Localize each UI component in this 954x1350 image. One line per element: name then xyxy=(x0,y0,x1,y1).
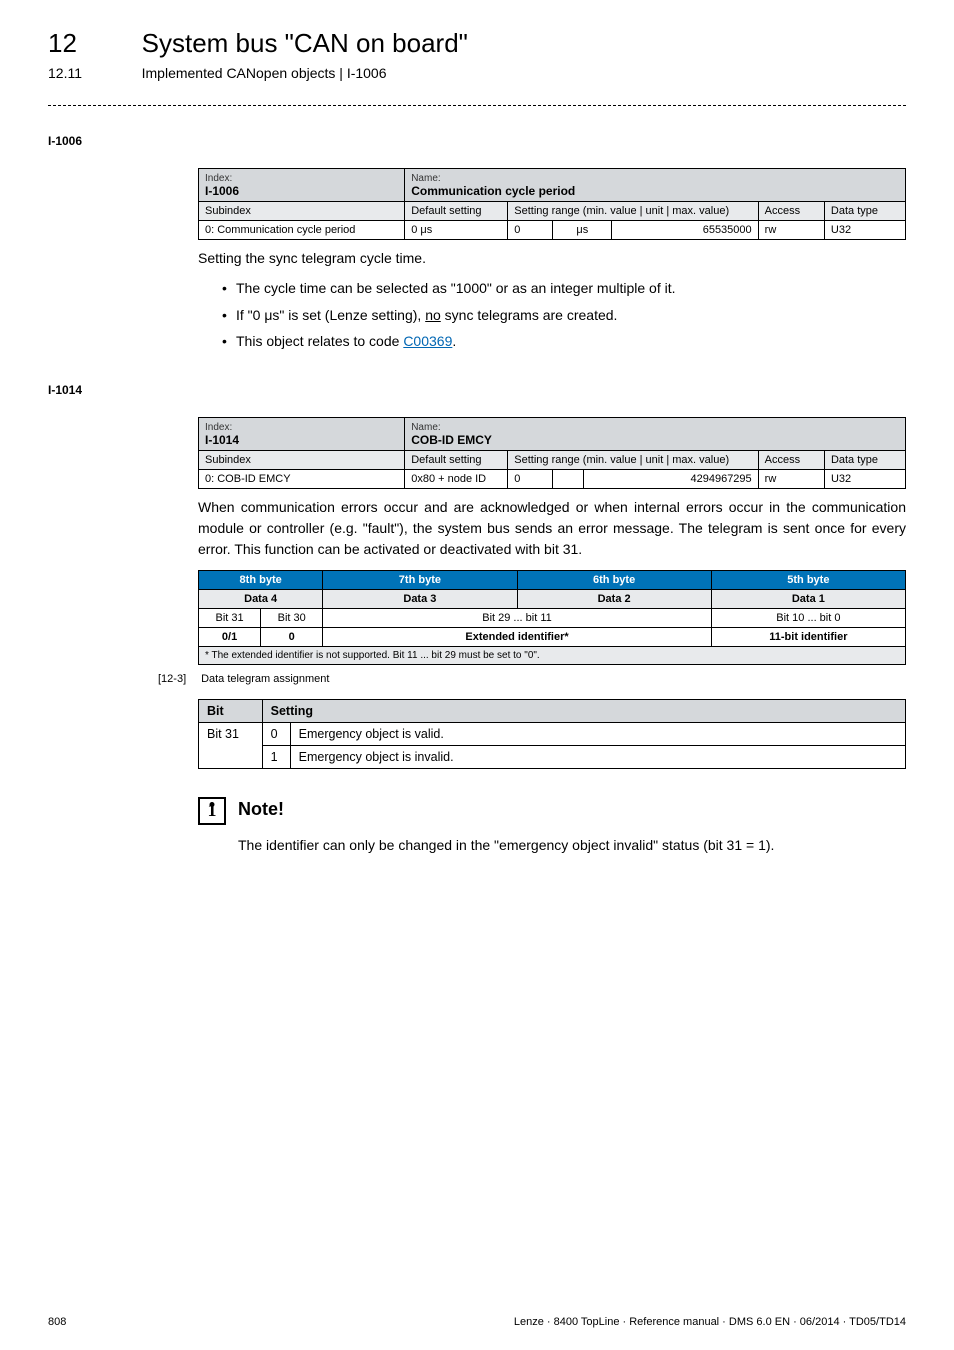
section-title: Implemented CANopen objects | I-1006 xyxy=(142,65,387,81)
col-access: Access xyxy=(758,450,824,469)
hdr-5th-byte: 5th byte xyxy=(711,570,905,589)
object-table-i1006: Index: I-1006 Name: Communication cycle … xyxy=(198,168,906,240)
cell-subindex: 0: COB-ID EMCY xyxy=(199,469,405,488)
underlined-no: no xyxy=(425,307,441,323)
cell-access: rw xyxy=(758,221,824,240)
note-title: Note! xyxy=(238,799,284,820)
page-footer: 808 Lenze · 8400 TopLine · Reference man… xyxy=(0,1316,954,1328)
doc-info: Lenze · 8400 TopLine · Reference manual … xyxy=(514,1316,906,1328)
cell-access: rw xyxy=(758,469,824,488)
cell-unit: μs xyxy=(553,221,612,240)
text-fragment: If "0 μs" is set (Lenze setting), xyxy=(236,307,425,323)
cell-max: 65535000 xyxy=(612,221,758,240)
cell-bit31: Bit 31 xyxy=(199,722,263,768)
cell-bit31: Bit 31 xyxy=(199,608,261,627)
hdr-data2: Data 2 xyxy=(517,589,711,608)
cell-text-valid: Emergency object is valid. xyxy=(290,722,905,745)
i1006-description: Setting the sync telegram cycle time. xyxy=(198,248,906,269)
section-label-i1006: I-1006 xyxy=(48,134,906,148)
cell-ext-id: Extended identifier* xyxy=(323,627,711,646)
cell-subindex: 0: Communication cycle period xyxy=(199,221,405,240)
text-fragment: This object relates to code xyxy=(236,333,403,349)
col-subindex: Subindex xyxy=(199,450,405,469)
col-default: Default setting xyxy=(405,450,508,469)
cell-11bit-id: 11-bit identifier xyxy=(711,627,905,646)
hdr-6th-byte: 6th byte xyxy=(517,570,711,589)
cell-bit29-11: Bit 29 ... bit 11 xyxy=(323,608,711,627)
hdr-7th-byte: 7th byte xyxy=(323,570,517,589)
hdr-8th-byte: 8th byte xyxy=(199,570,323,589)
chapter-title: System bus "CAN on board" xyxy=(142,28,468,59)
cell-unit xyxy=(553,469,584,488)
text-fragment: sync telegrams are created. xyxy=(441,307,618,323)
chapter-number: 12 xyxy=(48,28,138,59)
info-icon: 1 xyxy=(198,797,226,825)
cell-01: 0/1 xyxy=(199,627,261,646)
byte-table-footnote: * The extended identifier is not support… xyxy=(199,646,906,664)
name-label: Name: xyxy=(411,173,440,184)
hdr-data4: Data 4 xyxy=(199,589,323,608)
col-default: Default setting xyxy=(405,202,508,221)
hdr-data1: Data 1 xyxy=(711,589,905,608)
cell-default: 0x80 + node ID xyxy=(405,469,508,488)
col-range: Setting range (min. value | unit | max. … xyxy=(508,202,758,221)
col-subindex: Subindex xyxy=(199,202,405,221)
index-label: Index: xyxy=(205,422,232,433)
index-value: I-1014 xyxy=(205,433,239,447)
col-dtype: Data type xyxy=(824,202,905,221)
bit-setting-table: Bit Setting Bit 31 0 Emergency object is… xyxy=(198,699,906,769)
col-range: Setting range (min. value | unit | max. … xyxy=(508,450,758,469)
i1014-paragraph: When communication errors occur and are … xyxy=(198,497,906,560)
name-value: COB-ID EMCY xyxy=(411,433,492,447)
bullet-item: This object relates to code C00369. xyxy=(222,328,906,355)
section-label-i1014: I-1014 xyxy=(48,383,906,397)
cell-text-invalid: Emergency object is invalid. xyxy=(290,745,905,768)
index-label: Index: xyxy=(205,173,232,184)
name-value: Communication cycle period xyxy=(411,184,575,198)
cell-val-1: 1 xyxy=(262,745,290,768)
separator-line xyxy=(48,105,906,106)
bullet-item: The cycle time can be selected as "1000"… xyxy=(222,275,906,302)
col-bit: Bit xyxy=(199,699,263,722)
i1006-bullet-list: The cycle time can be selected as "1000"… xyxy=(198,275,906,355)
index-value: I-1006 xyxy=(205,184,239,198)
section-number: 12.11 xyxy=(48,65,138,81)
cell-val-0: 0 xyxy=(262,722,290,745)
figure-caption-text: Data telegram assignment xyxy=(201,673,329,685)
code-link[interactable]: C00369 xyxy=(403,333,452,349)
figure-number: [12-3] xyxy=(158,673,198,685)
cell-max: 4294967295 xyxy=(583,469,758,488)
cell-0: 0 xyxy=(261,627,323,646)
col-dtype: Data type xyxy=(824,450,905,469)
hdr-data3: Data 3 xyxy=(323,589,517,608)
bullet-item: If "0 μs" is set (Lenze setting), no syn… xyxy=(222,302,906,329)
text-fragment: . xyxy=(452,333,456,349)
cell-min: 0 xyxy=(508,221,553,240)
name-label: Name: xyxy=(411,422,440,433)
page-number: 808 xyxy=(48,1316,66,1328)
note-text: The identifier can only be changed in th… xyxy=(238,837,906,853)
cell-min: 0 xyxy=(508,469,553,488)
byte-table: 8th byte 7th byte 6th byte 5th byte Data… xyxy=(198,570,906,665)
object-table-i1014: Index: I-1014 Name: COB-ID EMCY Subindex… xyxy=(198,417,906,489)
cell-default: 0 μs xyxy=(405,221,508,240)
col-access: Access xyxy=(758,202,824,221)
cell-dtype: U32 xyxy=(824,221,905,240)
col-setting: Setting xyxy=(262,699,905,722)
cell-dtype: U32 xyxy=(824,469,905,488)
cell-bit10-0: Bit 10 ... bit 0 xyxy=(711,608,905,627)
cell-bit30: Bit 30 xyxy=(261,608,323,627)
